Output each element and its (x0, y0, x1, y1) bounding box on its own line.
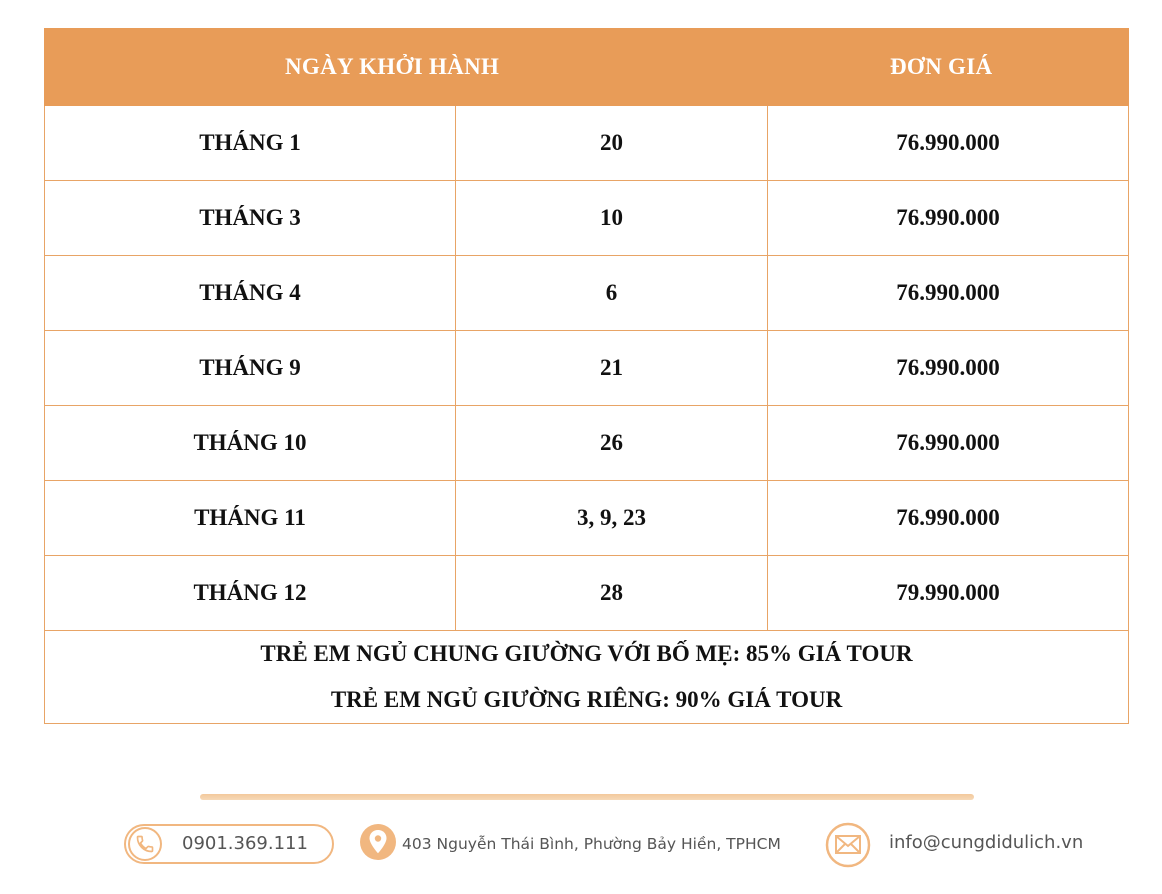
month-cell: THÁNG 1 (44, 105, 456, 181)
table-row: THÁNG 3 10 76.990.000 (44, 180, 1129, 256)
month-cell: THÁNG 11 (44, 480, 456, 556)
month-cell: THÁNG 4 (44, 255, 456, 331)
notes-cell: TRẺ EM NGỦ CHUNG GIƯỜNG VỚI BỐ MẸ: 85% G… (44, 630, 1129, 724)
days-cell: 6 (455, 255, 768, 331)
phone-icon (128, 827, 162, 861)
table-row: THÁNG 1 20 76.990.000 (44, 105, 1129, 181)
month-cell: THÁNG 3 (44, 180, 456, 256)
price-cell: 76.990.000 (767, 255, 1129, 331)
days-cell: 10 (455, 180, 768, 256)
month-cell: THÁNG 9 (44, 330, 456, 406)
mail-icon (825, 822, 871, 868)
table-row: THÁNG 10 26 76.990.000 (44, 405, 1129, 481)
table-row: THÁNG 12 28 79.990.000 (44, 555, 1129, 631)
child-shared-bed-note: TRẺ EM NGỦ CHUNG GIƯỜNG VỚI BỐ MẸ: 85% G… (260, 641, 913, 666)
month-cell: THÁNG 12 (44, 555, 456, 631)
price-cell: 76.990.000 (767, 330, 1129, 406)
notes-row: TRẺ EM NGỦ CHUNG GIƯỜNG VỚI BỐ MẸ: 85% G… (44, 630, 1129, 724)
header-departure: NGÀY KHỞI HÀNH (44, 28, 768, 106)
days-cell: 21 (455, 330, 768, 406)
price-cell: 76.990.000 (767, 480, 1129, 556)
location-pin-icon (360, 824, 396, 860)
footer-divider (200, 794, 974, 800)
table-row: THÁNG 9 21 76.990.000 (44, 330, 1129, 406)
price-cell: 76.990.000 (767, 405, 1129, 481)
phone-number[interactable]: 0901.369.111 (182, 833, 308, 854)
price-table: NGÀY KHỞI HÀNH ĐƠN GIÁ THÁNG 1 20 76.990… (44, 28, 1129, 724)
days-cell: 3, 9, 23 (455, 480, 768, 556)
month-cell: THÁNG 10 (44, 405, 456, 481)
days-cell: 26 (455, 405, 768, 481)
price-cell: 79.990.000 (767, 555, 1129, 631)
child-own-bed-note: TRẺ EM NGỦ GIƯỜNG RIÊNG: 90% GIÁ TOUR (330, 687, 843, 712)
email-link[interactable]: info@cungdidulich.vn (889, 832, 1084, 853)
price-cell: 76.990.000 (767, 105, 1129, 181)
price-cell: 76.990.000 (767, 180, 1129, 256)
header-price: ĐƠN GIÁ (767, 28, 1129, 106)
address-text: 403 Nguyễn Thái Bình, Phường Bảy Hiền, T… (402, 835, 781, 853)
days-cell: 28 (455, 555, 768, 631)
table-row: THÁNG 4 6 76.990.000 (44, 255, 1129, 331)
table-row: THÁNG 11 3, 9, 23 76.990.000 (44, 480, 1129, 556)
table-header-row: NGÀY KHỞI HÀNH ĐƠN GIÁ (44, 28, 1129, 106)
phone-pill[interactable] (124, 824, 334, 864)
days-cell: 20 (455, 105, 768, 181)
